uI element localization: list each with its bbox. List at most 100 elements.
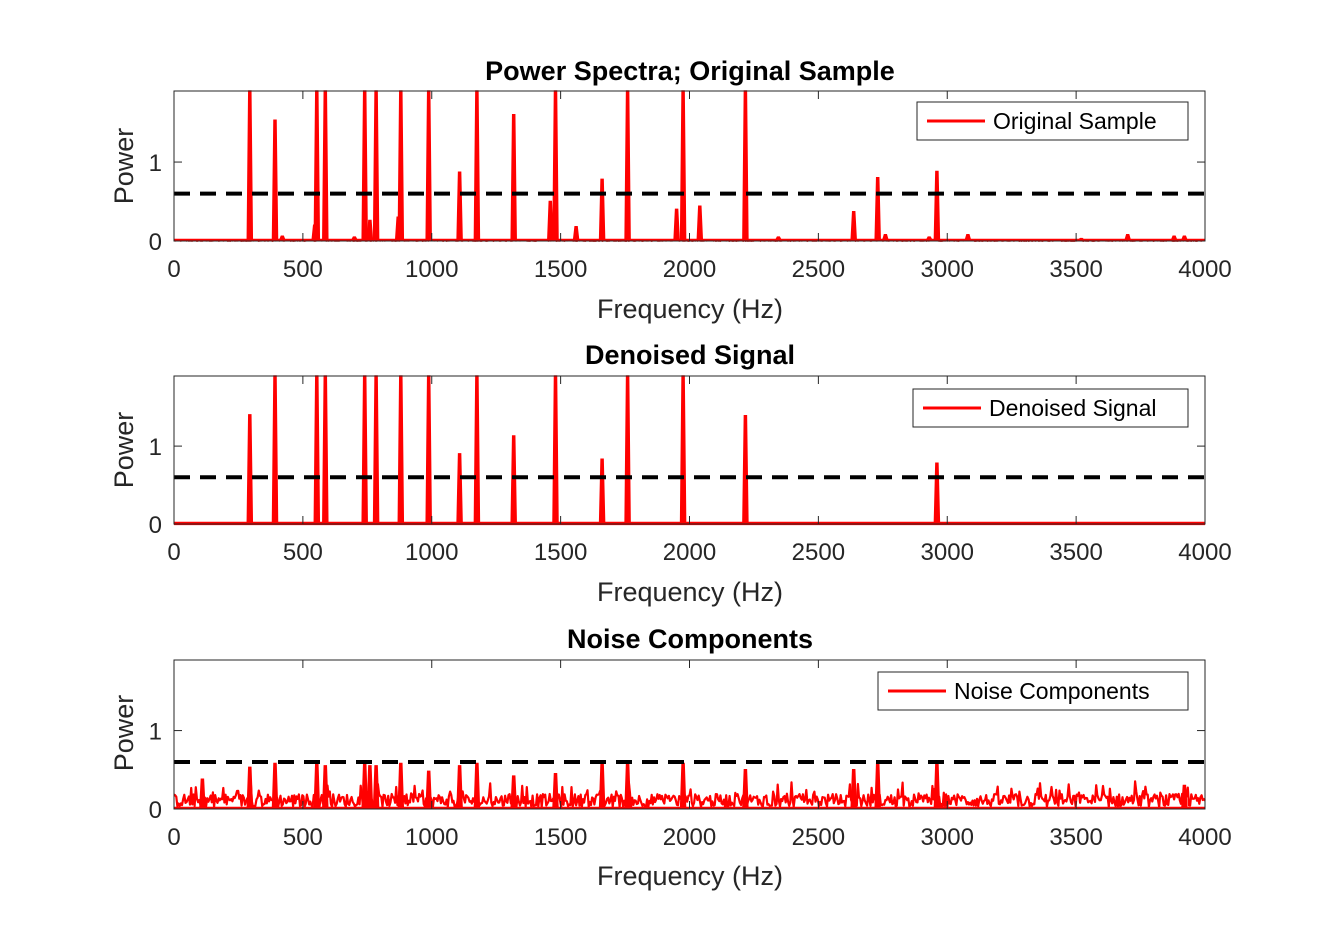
y-axis-label: Power [109,695,139,772]
spectral-peak [510,435,517,524]
spectral-peak [774,236,783,241]
panel-denoised-signal: Denoised Signal 0 500 1000 1500 2000 2500 3000… [109,340,1232,607]
x-tick-label: 4000 [1178,539,1231,566]
y-ticks: 01 [149,150,1205,256]
panel-original-sample: Power Spectra; Original Sample 0 500 1000 1… [109,56,1232,324]
spectral-peak [456,453,463,524]
x-tick-label: 1500 [534,824,587,851]
spectral-peak [246,90,254,241]
spectral-peak [881,233,889,241]
y-axis-label: Power [109,128,139,205]
y-ticks: 01 [149,434,1205,539]
legend-label: Original Sample [993,108,1157,134]
y-tick-label: 1 [149,150,162,177]
spectral-peak [679,375,687,524]
legend: Denoised Signal [912,388,1189,428]
spectral-peak [679,90,687,241]
legend-label: Noise Components [954,678,1150,704]
spectral-peak [679,762,687,809]
spectral-peak [425,770,432,809]
legend: Noise Components [877,671,1189,711]
x-tick-label: 500 [283,539,323,566]
spectral-peak [366,765,374,809]
x-tick-label: 1500 [534,539,587,566]
spectral-peak [510,775,517,809]
spectral-peak [1170,235,1178,241]
spectral-peak [366,219,374,241]
x-tick-label: 2000 [663,539,716,566]
x-axis-label: Frequency (Hz) [597,577,783,607]
spectral-peak [473,90,481,241]
spectral-peak [313,375,321,524]
spectral-peak [933,762,941,809]
spectral-peak [473,375,481,524]
spectral-peak [425,375,432,524]
spectral-peak [199,778,206,809]
panel-title: Noise Components [567,624,813,654]
spectral-peak [624,762,631,809]
spectral-peak [313,762,321,809]
spectral-peak [874,177,881,241]
spectral-peak [696,205,704,241]
spectral-peak [361,763,368,809]
spectral-peak [313,90,321,241]
y-axis-label: Power [109,412,139,489]
spectral-peak [456,171,463,241]
spectral-peak [624,90,631,241]
y-tick-label: 1 [149,719,162,746]
spectral-peak [322,765,329,809]
x-ticks: 0 500 1000 1500 2000 2500 3000 3500 4000 [167,91,1232,283]
y-ticks: 01 [149,719,1205,824]
spectral-peak [322,375,329,524]
spectral-peak [742,769,749,809]
spectral-peak [246,766,254,809]
spectral-peak [1181,784,1188,809]
x-tick-label: 2000 [663,256,716,283]
spectral-peak [1076,237,1086,241]
spectral-peak [547,200,554,241]
spectral-peak [850,769,857,809]
spectral-peak [397,90,405,241]
x-tick-label: 3500 [1049,824,1102,851]
x-tick-label: 4000 [1178,824,1231,851]
spectral-peak [372,765,380,809]
spectral-peak [964,233,972,241]
spectral-peak [742,90,749,241]
x-tick-label: 1000 [405,539,458,566]
spectral-peak [456,765,463,809]
spectral-peak [933,170,941,241]
spectral-peak [850,211,857,241]
x-tick-label: 2500 [792,824,845,851]
x-tick-label: 3500 [1049,539,1102,566]
spectral-peak [350,236,359,241]
spectral-peak [361,375,368,524]
spectral-peak [271,375,279,524]
spectral-peak [397,762,405,809]
spectral-peak [933,462,941,524]
x-tick-label: 3000 [921,539,974,566]
x-tick-label: 0 [167,256,180,283]
legend-label: Denoised Signal [989,395,1157,421]
x-tick-label: 3500 [1049,256,1102,283]
spectral-peak [278,235,286,241]
spectral-peak [1180,235,1189,241]
x-tick-label: 0 [167,824,180,851]
spectral-peak [246,414,254,524]
spectral-peak [673,208,680,241]
spectral-peak [271,762,279,809]
x-ticks: 0 500 1000 1500 2000 2500 3000 3500 4000 [167,660,1232,851]
x-tick-label: 2500 [792,539,845,566]
spectral-peak [572,226,580,241]
x-tick-label: 500 [283,824,323,851]
x-tick-label: 1000 [405,824,458,851]
spectral-peak [552,375,559,524]
spectral-peak [372,375,380,524]
spectral-peak [552,772,559,809]
x-tick-label: 1000 [405,256,458,283]
spectral-peak [372,90,380,241]
spectral-peak [322,90,329,241]
x-tick-label: 2000 [663,824,716,851]
x-tick-label: 2500 [792,256,845,283]
spectral-peak [598,762,606,809]
